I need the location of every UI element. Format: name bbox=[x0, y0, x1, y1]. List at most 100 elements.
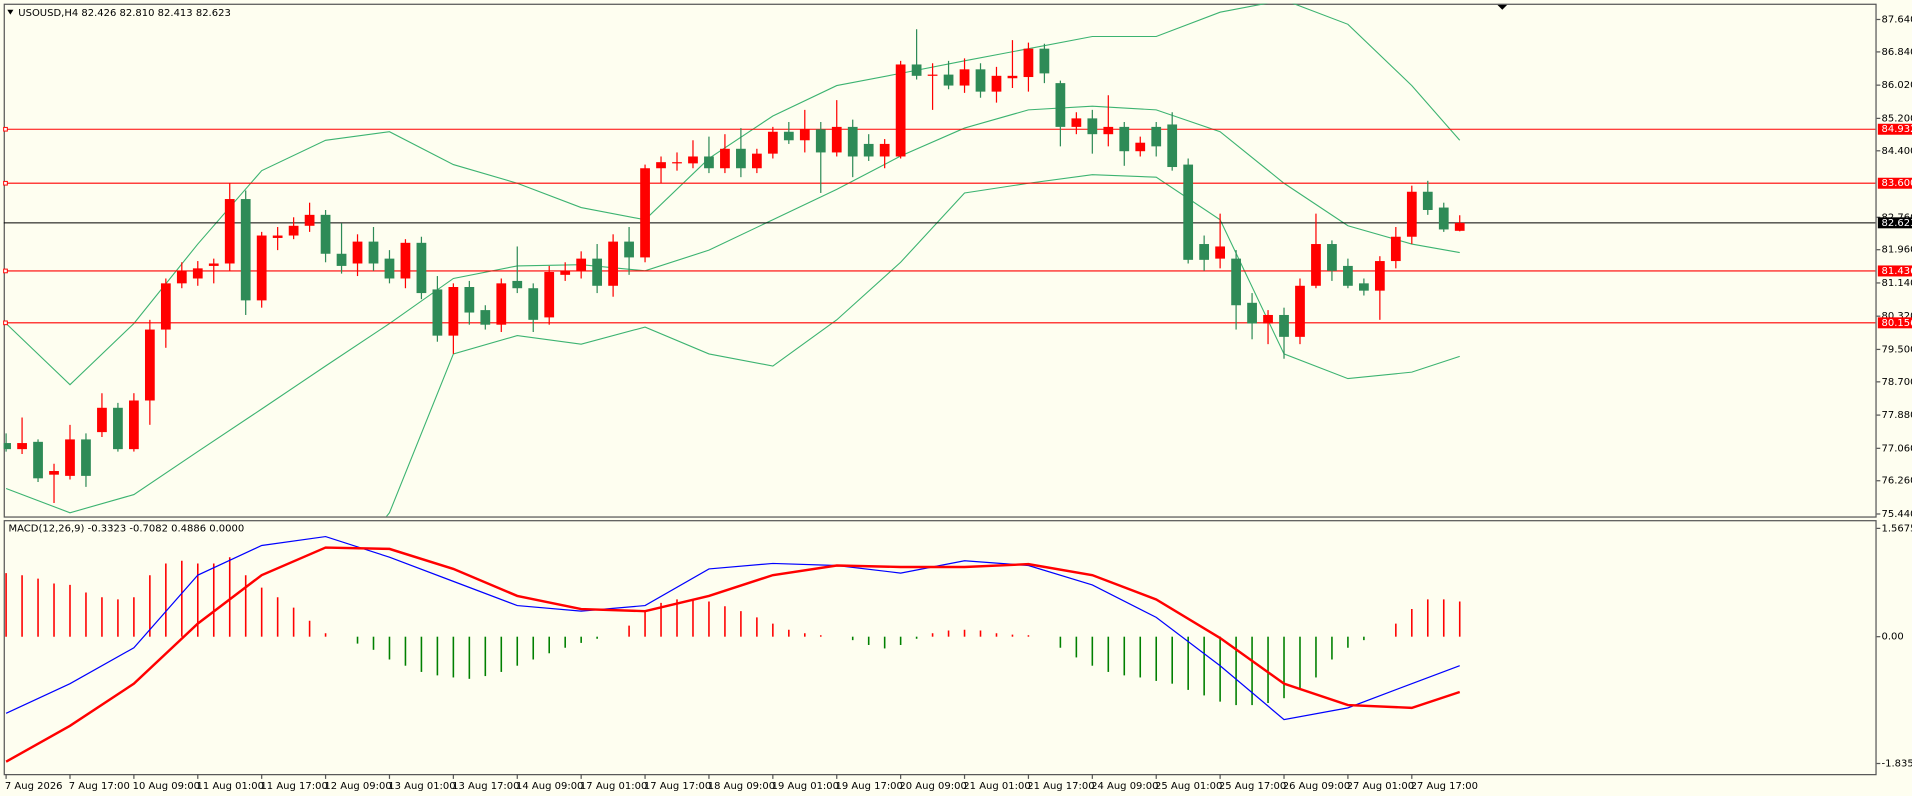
candle-body bbox=[176, 270, 187, 284]
y-tick-label: 80.320 bbox=[1882, 311, 1912, 322]
x-tick-label: 11 Aug 01:00 bbox=[197, 781, 264, 792]
x-tick-label: 25 Aug 17:00 bbox=[1219, 781, 1286, 792]
candle-body bbox=[1295, 285, 1305, 337]
candle-body bbox=[991, 75, 1002, 92]
candle-body bbox=[496, 283, 507, 325]
candle-body bbox=[879, 143, 890, 157]
candle-body bbox=[959, 69, 970, 86]
x-tick-label: 27 Aug 17:00 bbox=[1411, 781, 1478, 792]
candle-body bbox=[208, 263, 219, 266]
main-plot bbox=[3, 3, 1876, 517]
x-tick-label: 19 Aug 01:00 bbox=[772, 781, 839, 792]
y-tick-label: 87.640 bbox=[1882, 14, 1912, 25]
shift-marker bbox=[1497, 4, 1508, 10]
x-tick-label: 20 Aug 09:00 bbox=[899, 781, 966, 792]
candle-body bbox=[416, 242, 427, 294]
candle-body bbox=[17, 443, 27, 450]
candle-body bbox=[1039, 48, 1050, 74]
candle-body bbox=[1406, 191, 1417, 237]
candle-body bbox=[272, 235, 283, 238]
candle-body bbox=[320, 214, 331, 254]
candle-body bbox=[1279, 314, 1289, 337]
candle-body bbox=[49, 471, 59, 475]
candle-body bbox=[113, 407, 123, 450]
candle-body bbox=[97, 407, 107, 433]
y-tick-label: 86.840 bbox=[1882, 47, 1912, 58]
level-label-box bbox=[1877, 177, 1912, 189]
candle-body bbox=[1135, 142, 1146, 152]
candle-body bbox=[927, 74, 938, 76]
candle-body bbox=[736, 148, 746, 169]
candle-body bbox=[1183, 164, 1194, 260]
candle-body bbox=[192, 268, 203, 279]
x-tick-label: 7 Aug 17:00 bbox=[69, 781, 130, 792]
candle-body bbox=[911, 64, 922, 76]
candle-body bbox=[65, 439, 75, 476]
y-tick-label: 84.400 bbox=[1882, 146, 1912, 157]
x-tick-label: 13 Aug 01:00 bbox=[388, 781, 455, 792]
candle-body bbox=[352, 241, 363, 264]
last-price-label: 82.623 bbox=[1882, 218, 1912, 229]
y-tick-label: 85.200 bbox=[1882, 113, 1912, 124]
candle-body bbox=[1374, 261, 1385, 291]
candle-body bbox=[1215, 246, 1225, 259]
x-tick-label: 17 Aug 01:00 bbox=[580, 781, 647, 792]
candle-body bbox=[1087, 118, 1098, 135]
candle-body bbox=[1390, 236, 1401, 262]
candle-body bbox=[831, 126, 842, 153]
candle-body bbox=[160, 283, 171, 330]
candle-body bbox=[656, 162, 666, 169]
chart-header: USOUSD,H4 82.426 82.810 82.413 82.623 bbox=[18, 8, 231, 19]
menu-triangle[interactable] bbox=[7, 9, 14, 15]
candle-body bbox=[1438, 207, 1449, 230]
candle-body bbox=[1119, 126, 1130, 152]
candle-body bbox=[1359, 283, 1369, 291]
x-tick-label: 27 Aug 01:00 bbox=[1347, 781, 1414, 792]
candle-body bbox=[1007, 75, 1018, 79]
candle-body bbox=[975, 69, 986, 92]
y-tick-label: 76.260 bbox=[1882, 476, 1912, 487]
y-tick-label: 79.500 bbox=[1882, 344, 1912, 355]
x-tick-label: 17 Aug 17:00 bbox=[644, 781, 711, 792]
candle-body bbox=[576, 258, 587, 271]
x-tick-label: 21 Aug 17:00 bbox=[1027, 781, 1094, 792]
x-tick-label: 18 Aug 09:00 bbox=[708, 781, 775, 792]
x-tick-label: 25 Aug 01:00 bbox=[1155, 781, 1222, 792]
candle-body bbox=[1071, 118, 1082, 127]
candle-body bbox=[688, 156, 698, 164]
y-tick-label: 75.440 bbox=[1882, 509, 1912, 520]
candle-body bbox=[1167, 124, 1178, 168]
candle-body bbox=[336, 253, 347, 266]
candle-body bbox=[1151, 126, 1162, 147]
x-tick-label: 14 Aug 09:00 bbox=[516, 781, 583, 792]
candle-body bbox=[528, 288, 539, 320]
level-marker bbox=[3, 268, 8, 274]
level-marker bbox=[3, 126, 8, 132]
candle-body bbox=[1199, 244, 1210, 260]
macd-panel bbox=[3, 520, 1877, 776]
candle-body bbox=[544, 272, 555, 318]
bollinger-band bbox=[5, 105, 1460, 514]
y-tick-label: 86.020 bbox=[1882, 80, 1912, 91]
main-panel bbox=[3, 3, 1877, 518]
candle-body bbox=[144, 329, 155, 401]
macd-title: MACD(12,26,9) -0.3323 -0.7082 0.4886 0.0… bbox=[9, 524, 245, 535]
candle-body bbox=[640, 168, 650, 258]
level-label: 81.436 bbox=[1882, 266, 1912, 277]
candle-body bbox=[1055, 83, 1066, 127]
candle-body bbox=[1231, 258, 1241, 306]
candle-body bbox=[400, 242, 411, 279]
x-tick-label: 21 Aug 01:00 bbox=[963, 781, 1030, 792]
level-label: 83.600 bbox=[1882, 178, 1912, 189]
candle-body bbox=[480, 310, 491, 325]
candle-body bbox=[799, 129, 810, 141]
candle-body bbox=[224, 199, 235, 264]
candle-body bbox=[1454, 222, 1465, 231]
x-tick-label: 7 Aug 2026 bbox=[5, 781, 63, 792]
macd-signal-line bbox=[5, 546, 1461, 763]
candle-body bbox=[847, 126, 858, 157]
macd-line bbox=[5, 535, 1460, 721]
macd-y-tick-label: 0.00 bbox=[1882, 632, 1904, 643]
candle-body bbox=[704, 156, 714, 169]
